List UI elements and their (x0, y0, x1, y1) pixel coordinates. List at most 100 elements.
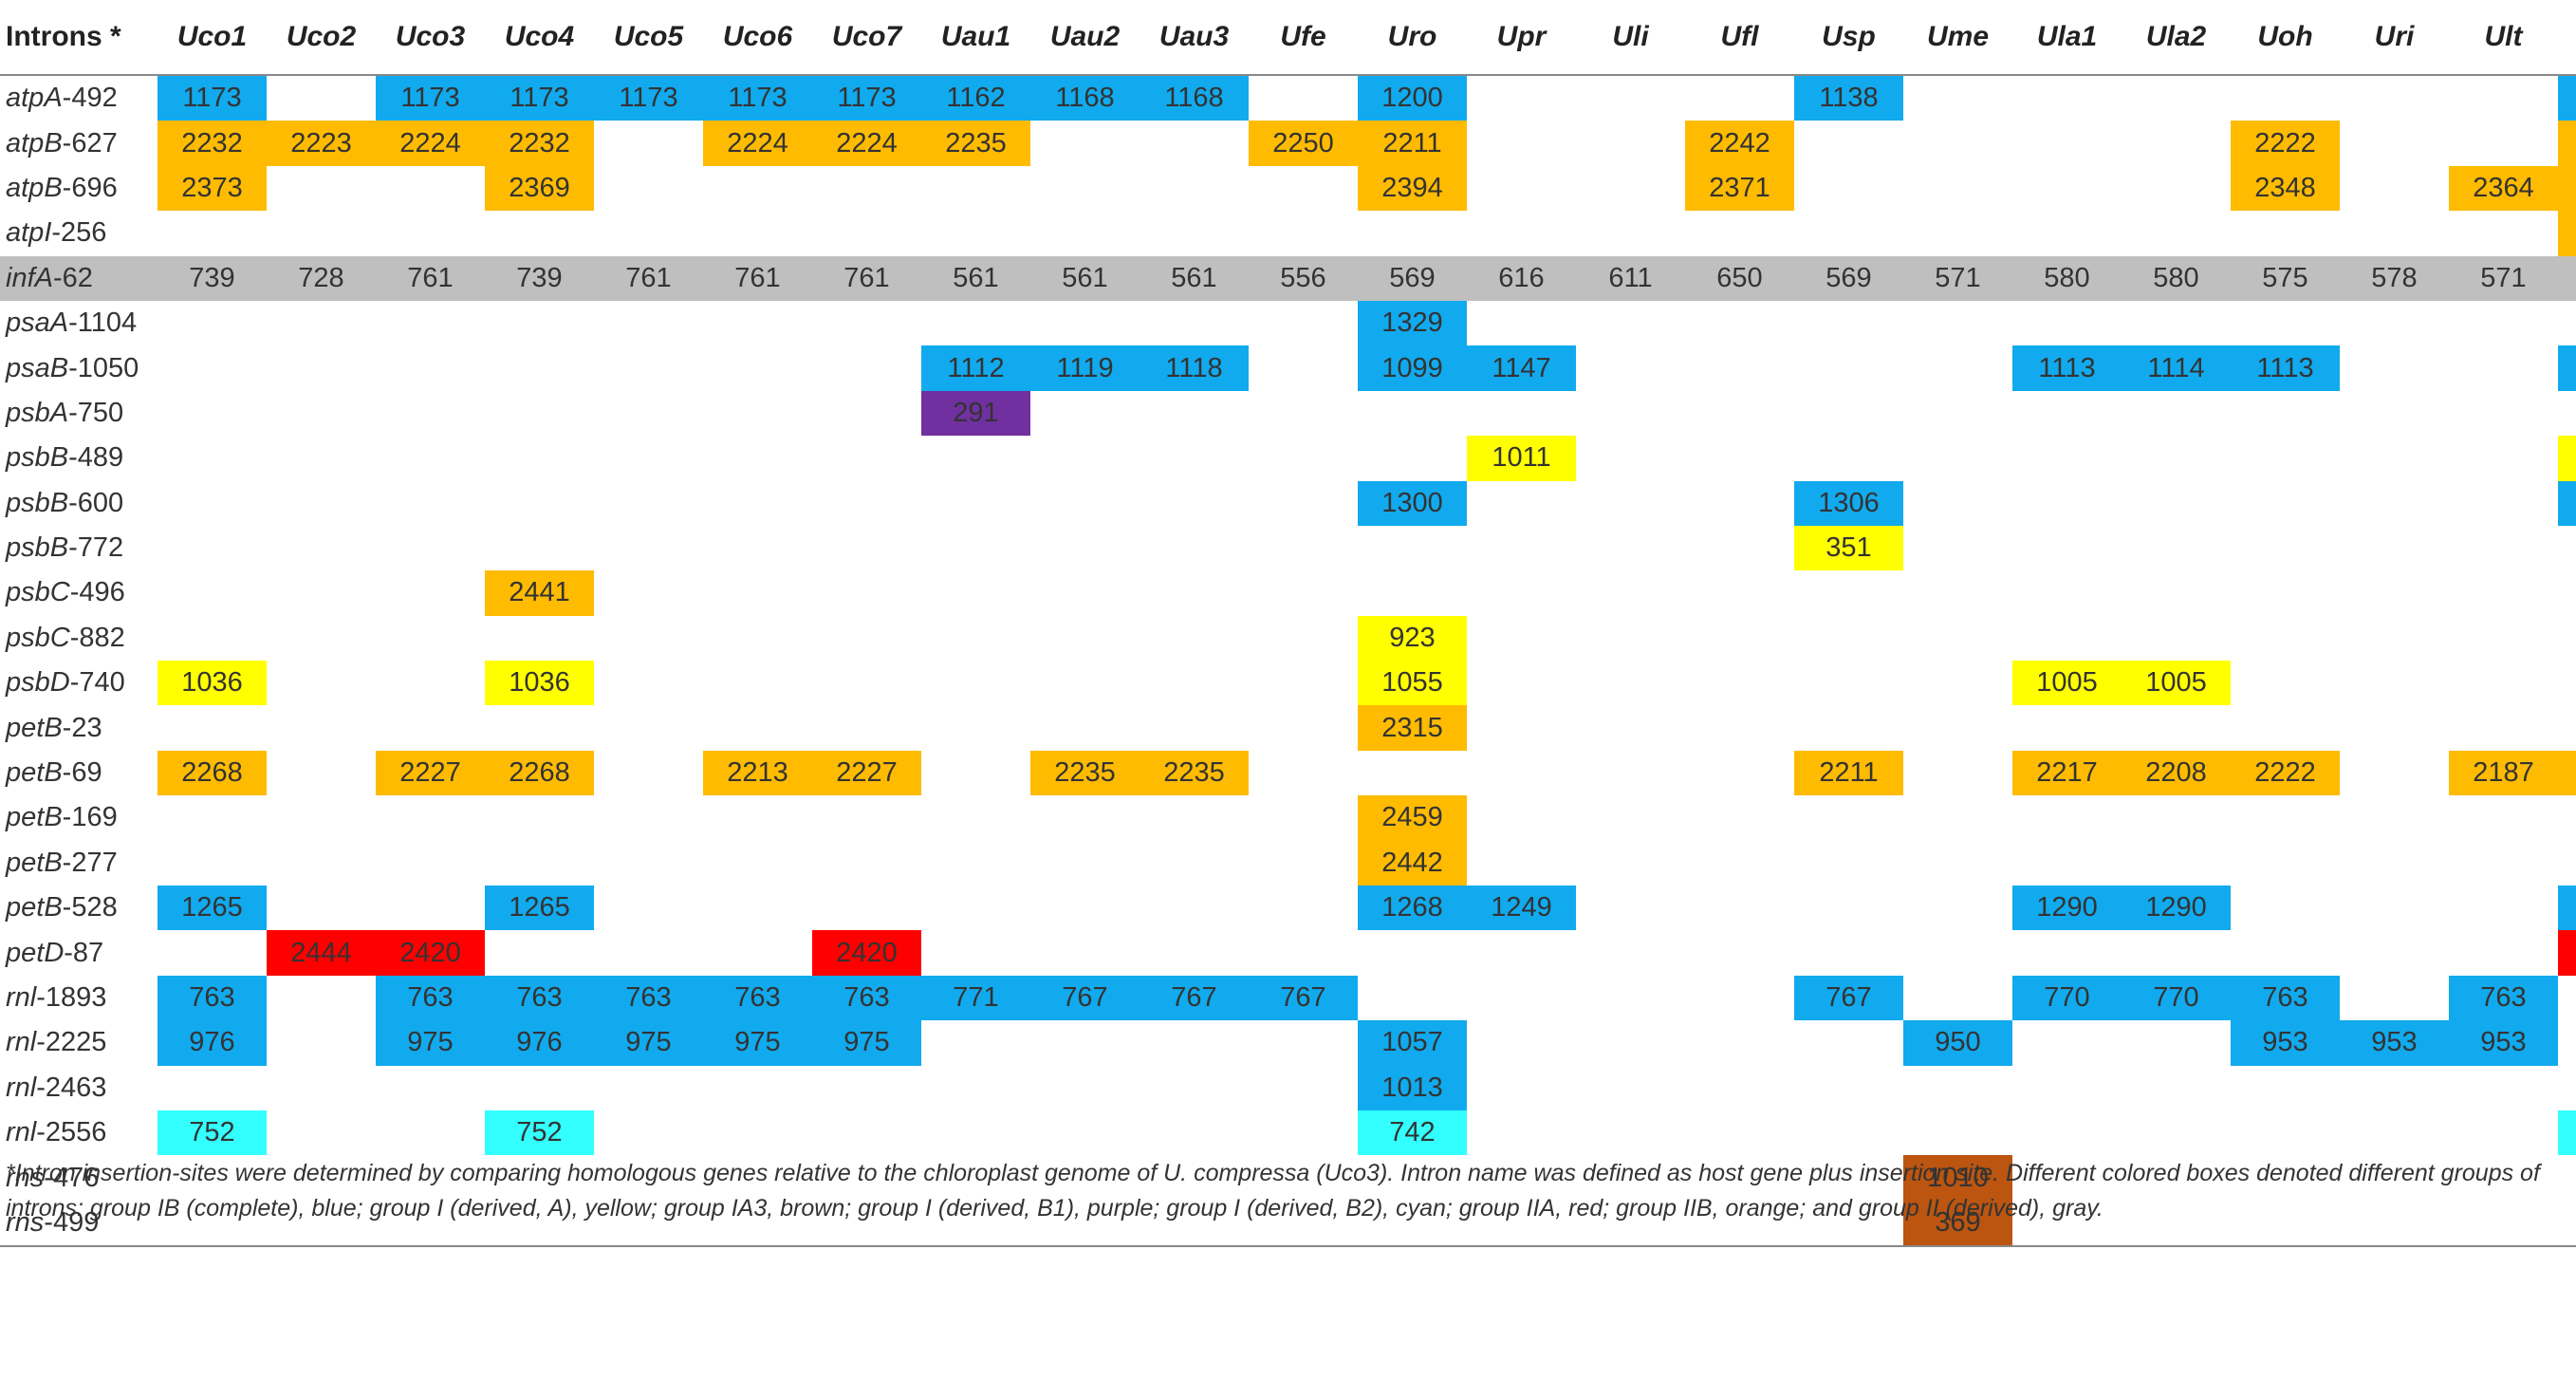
intron-length-cell (2231, 75, 2340, 121)
intron-length-cell (1249, 481, 1358, 526)
intron-length-cell (1467, 795, 1576, 840)
intron-length-cell (267, 1200, 376, 1248)
intron-length-cell (2340, 570, 2449, 615)
intron-length-cell (2449, 301, 2558, 345)
intron-length-cell (812, 616, 921, 661)
intron-length-cell (267, 795, 376, 840)
intron-length-cell (1249, 301, 1358, 345)
intron-length-cell (1685, 976, 1794, 1020)
host-gene: atpI (6, 217, 52, 249)
intron-length-cell: 2222 (2231, 121, 2340, 166)
intron-length-cell (2449, 75, 2558, 121)
intron-length-cell (1467, 391, 1576, 436)
intron-length-cell: 1112 (921, 345, 1030, 391)
intron-length-cell (1140, 705, 1249, 750)
intron-length-cell (921, 795, 1030, 840)
intron-length-cell (1249, 526, 1358, 570)
intron-length-cell (158, 211, 267, 255)
intron-length-cell (376, 211, 485, 255)
intron-length-cell: 2232 (158, 121, 267, 166)
insertion-site: -1050 (68, 352, 139, 383)
intron-length-cell (594, 166, 703, 211)
intron-length-cell: 770 (2012, 975, 2122, 1021)
intron-length-cell (2012, 436, 2122, 480)
intron-length-cell (703, 526, 812, 570)
intron-length-cell (1903, 1066, 2012, 1110)
intron-length-cell (2012, 121, 2122, 165)
intron-length-cell (2449, 930, 2558, 975)
intron-length-cell (1794, 886, 1903, 930)
intron-length-cell (267, 1066, 376, 1110)
intron-length-cell (2122, 481, 2231, 526)
intron-length-cell (2340, 1110, 2449, 1155)
intron-length-cell (267, 345, 376, 390)
column-header-upr: Upr (1467, 0, 1576, 76)
intron-length-cell (376, 481, 485, 526)
intron-length-cell (594, 481, 703, 526)
intron-length-cell (2012, 930, 2122, 975)
host-gene: psbD (6, 667, 70, 699)
intron-length-cell (1576, 705, 1685, 750)
intron-length-cell (2231, 436, 2340, 480)
intron-length-cell (1030, 886, 1140, 930)
intron-length-cell (812, 705, 921, 750)
intron-length-cell (1249, 705, 1358, 750)
host-gene: petB (6, 712, 63, 743)
intron-length-cell (812, 570, 921, 615)
intron-length-cell (1249, 886, 1358, 930)
intron-length-cell (376, 301, 485, 345)
intron-length-cell (594, 705, 703, 750)
intron-length-cell (1249, 616, 1358, 661)
intron-length-cell (1903, 570, 2012, 615)
intron-length-cell (158, 345, 267, 390)
intron-length-cell: 2187 (2449, 750, 2558, 796)
intron-length-cell (376, 391, 485, 436)
intron-length-cell: 2459 (1358, 795, 1467, 841)
intron-length-cell: 728 (298, 262, 344, 293)
intron-length-cell: 976 (485, 1020, 594, 1066)
intron-length-cell (2340, 616, 2449, 661)
intron-length-cell (1794, 121, 1903, 165)
intron-length-cell (1794, 436, 1903, 480)
intron-length-cell (594, 391, 703, 436)
intron-length-cell (1576, 976, 1685, 1020)
intron-length-cell: 1011 (1467, 436, 1576, 481)
column-header-ula1: Ula1 (2012, 0, 2122, 76)
intron-length-cell (376, 1110, 485, 1155)
intron-length-cell (594, 930, 703, 975)
intron-length-cell (1903, 976, 2012, 1020)
intron-length-cell: 2224 (376, 121, 485, 166)
intron-length-cell (1467, 1110, 1576, 1155)
intron-length-cell (376, 526, 485, 570)
intron-length-cell: 2224 (703, 121, 812, 166)
intron-name: petB-69 (0, 751, 158, 795)
intron-length-cell: 580 (2153, 262, 2199, 293)
intron-length-cell: 561 (1171, 262, 1217, 293)
table-row: atpB-6962373236923942371234823642387 (0, 165, 2576, 212)
intron-length-cell (921, 526, 1030, 570)
intron-length-cell (1576, 121, 1685, 165)
intron-length-cell (1903, 841, 2012, 886)
table-row: psbA-750 291 (0, 390, 2576, 437)
intron-length-cell (1576, 345, 1685, 390)
intron-length-cell (267, 886, 376, 930)
intron-length-cell (703, 661, 812, 705)
intron-length-cell (1467, 930, 1576, 975)
intron-length-cell (1576, 751, 1685, 795)
intron-length-cell (1467, 166, 1576, 211)
intron-length-cell (485, 705, 594, 750)
host-gene: rns (6, 1206, 45, 1238)
intron-length-cell: 1173 (485, 75, 594, 121)
table-row: rnl-2556752752742799 (0, 1110, 2576, 1156)
intron-length-cell (812, 391, 921, 436)
intron-length-cell (2012, 166, 2122, 211)
intron-length-cell (1903, 481, 2012, 526)
intron-length-cell: 580 (2044, 262, 2090, 293)
intron-length-cell (1794, 795, 1903, 840)
insertion-site: -476 (44, 1162, 100, 1193)
intron-length-cell: 799 (2558, 1110, 2576, 1156)
intron-length-cell (1794, 930, 1903, 975)
intron-name: psbB-600 (0, 481, 158, 526)
intron-length-cell: 763 (158, 975, 267, 1021)
intron-length-cell (812, 166, 921, 211)
